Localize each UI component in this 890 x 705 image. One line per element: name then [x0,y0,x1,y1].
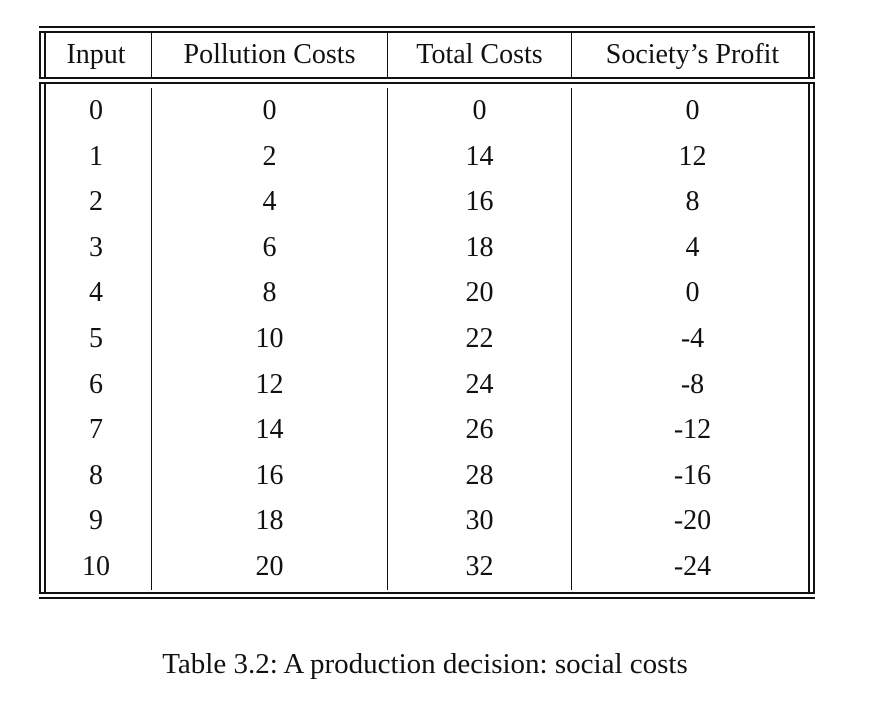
caption-text: Table 3.2: A production decision: social… [162,648,688,680]
cell-pollution-costs: 20 [151,543,387,590]
cell-pollution-costs: 0 [151,88,387,134]
cell-pollution-costs: 10 [151,315,387,362]
cell-total-costs: 26 [387,407,571,453]
table-row: 8 16 28 -16 [41,452,813,499]
header-row: Input Pollution Costs Total Costs Societ… [41,33,813,77]
cell-societys-profit: 0 [571,88,813,134]
cell-societys-profit: 8 [571,179,813,225]
cell-input: 10 [82,550,110,582]
cell-input: 1 [89,140,103,172]
cell-pollution-costs: 16 [151,452,387,499]
cell-total-costs: 16 [387,179,571,225]
table-row: 3 6 18 4 [41,224,813,271]
table-row: 6 12 24 -8 [41,361,813,408]
table-body: 0 0 0 0 1 2 14 12 2 4 16 8 3 6 18 4 4 8 … [39,84,815,592]
cell-societys-profit: -12 [571,407,813,453]
table-row: 4 8 20 0 [41,270,813,316]
top-rule-inner [39,31,815,33]
table-caption: Table 3.2: A production decision: social… [0,648,890,681]
cell-total-costs: 20 [387,270,571,316]
cell-total-costs: 18 [387,224,571,271]
cell-input: 9 [89,505,103,537]
cell-pollution-costs: 8 [151,270,387,316]
header-total-costs: Total Costs [387,33,571,77]
cell-input: 5 [89,322,103,354]
cell-societys-profit: -24 [571,543,813,590]
header-input: Input [66,39,126,70]
cell-input: 7 [89,414,103,446]
table-row: 7 14 26 -12 [41,407,813,453]
cell-pollution-costs: 6 [151,224,387,271]
table-row: 2 4 16 8 [41,179,813,225]
header-societys-profit: Society’s Profit [571,33,813,77]
cell-societys-profit: -4 [571,315,813,362]
cell-total-costs: 14 [387,133,571,180]
header-pollution-costs: Pollution Costs [151,33,387,77]
table-row: 1 2 14 12 [41,133,813,180]
cell-input: 0 [89,95,103,126]
bottom-rule [39,591,815,594]
cell-societys-profit: -16 [571,452,813,499]
table-row: 10 20 32 -24 [41,543,813,590]
cell-societys-profit: -20 [571,498,813,544]
table-header: Input Pollution Costs Total Costs Societ… [39,33,815,77]
cell-pollution-costs: 2 [151,133,387,180]
cell-input: 4 [89,277,103,309]
cell-total-costs: 0 [387,88,571,134]
cell-total-costs: 24 [387,361,571,408]
top-rule [39,26,815,28]
cell-total-costs: 32 [387,543,571,590]
cell-pollution-costs: 4 [151,179,387,225]
social-costs-table: Input Pollution Costs Total Costs Societ… [39,26,815,599]
cell-societys-profit: -8 [571,361,813,408]
header-rule [39,77,815,79]
cell-input: 6 [89,368,103,400]
header-rule-inner [39,82,815,84]
cell-societys-profit: 4 [571,224,813,271]
table-row: 9 18 30 -20 [41,498,813,544]
cell-input: 2 [89,186,103,218]
bottom-rule-outer [39,596,815,599]
cell-input: 3 [89,231,103,263]
cell-pollution-costs: 12 [151,361,387,408]
cell-total-costs: 22 [387,315,571,362]
cell-input: 8 [89,459,103,491]
cell-societys-profit: 12 [571,133,813,180]
cell-pollution-costs: 14 [151,407,387,453]
table-row: 0 0 0 0 [41,88,813,134]
cell-societys-profit: 0 [571,270,813,316]
cell-total-costs: 30 [387,498,571,544]
cell-pollution-costs: 18 [151,498,387,544]
table-row: 5 10 22 -4 [41,315,813,362]
cell-total-costs: 28 [387,452,571,499]
